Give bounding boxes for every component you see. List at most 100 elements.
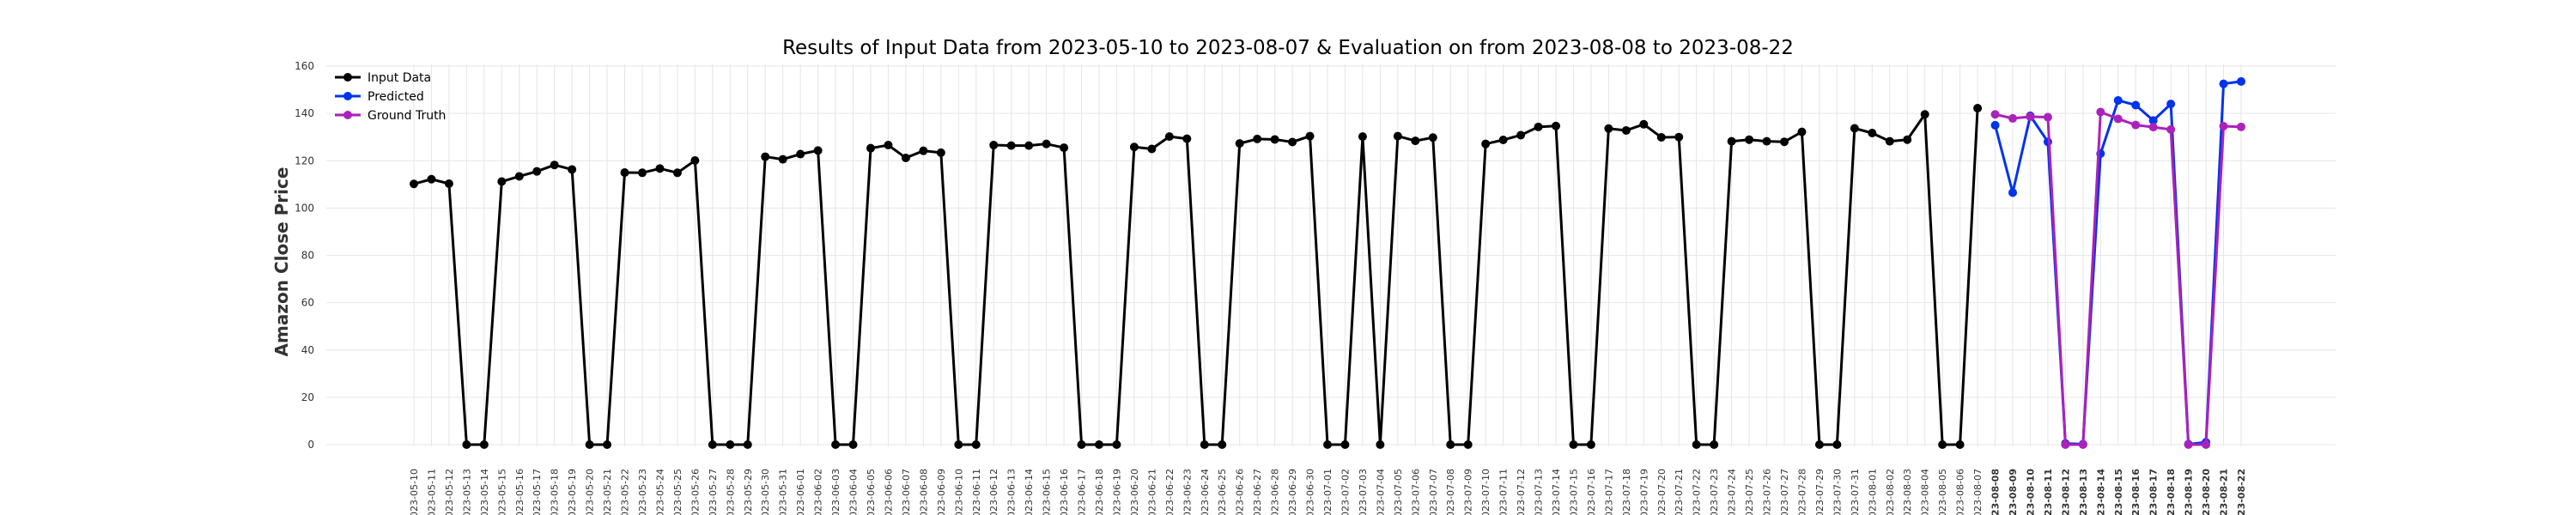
x-tick-label: 2023-05-21 [602,469,613,515]
x-tick-label: 2023-08-18 [2166,469,2177,515]
x-tick-label: 2023-05-28 [725,469,736,515]
data-point [2061,440,2070,449]
data-point [1323,440,1332,449]
data-point [638,168,647,178]
data-point [1428,133,1437,142]
data-point [848,440,858,449]
data-point [2131,100,2141,110]
x-tick-label: 2023-07-01 [1322,469,1334,515]
x-tick-label: 2023-07-03 [1358,469,1369,515]
data-point [1060,143,1069,153]
x-tick-label: 2023-06-24 [1200,469,1211,515]
x-tick-label: 2023-08-14 [2095,469,2106,515]
x-tick-label: 2023-07-04 [1375,469,1386,515]
data-point [1006,141,1016,150]
data-point [603,440,612,449]
x-tick-label: 2023-08-09 [2008,469,2019,515]
data-point [2113,114,2123,124]
x-tick-label: 2023-07-28 [1796,469,1807,515]
data-point [2008,188,2017,197]
data-point [2237,76,2245,86]
data-point [2219,122,2228,131]
data-point [901,153,910,162]
x-tick-label: 2023-05-19 [567,469,578,515]
data-point [743,440,752,449]
data-point [1463,440,1473,449]
data-point [2148,116,2158,125]
data-point [1955,440,1965,449]
data-point [1990,120,2000,130]
x-tick-label: 2023-06-20 [1129,469,1140,515]
x-tick-label: 2023-07-11 [1498,469,1510,515]
x-tick-label: 2023-06-21 [1146,469,1157,515]
x-tick-label: 2023-05-10 [409,469,420,515]
data-point [2043,112,2052,122]
x-tick-label: 2023-08-17 [2148,469,2160,515]
x-tick-label: 2023-08-12 [2060,469,2071,515]
data-point [479,440,489,449]
data-point [831,440,841,449]
x-tick-label: 2023-06-05 [866,469,877,515]
data-point [2166,100,2176,109]
x-tick-label: 2023-07-31 [1850,469,1861,515]
data-point [1832,440,1842,449]
x-tick-label: 2023-05-12 [444,469,455,515]
legend-marker [343,111,352,119]
y-tick-label: 60 [301,297,314,309]
x-tick-label: 2023-05-25 [672,469,683,515]
data-point [919,146,928,155]
x-tick-label: 2023-07-27 [1779,469,1790,515]
data-point [708,440,717,449]
y-tick-label: 20 [301,391,314,403]
x-tick-label: 2023-06-29 [1287,469,1298,515]
data-point [1797,127,1807,136]
data-point [1200,440,1209,449]
x-tick-label: 2023-07-25 [1744,469,1755,515]
data-point [2131,120,2141,130]
data-point [1621,125,1631,135]
data-point [1182,134,1192,143]
data-point [796,149,805,159]
series-line [413,107,1979,446]
x-tick-label: 2023-07-30 [1832,469,1843,515]
data-point [1340,440,1350,449]
data-point [1358,132,1367,142]
y-tick-label: 40 [301,344,314,356]
x-tick-label: 2023-07-09 [1463,469,1474,515]
x-tick-label: 2023-06-17 [1077,469,1088,515]
x-tick-label: 2023-07-12 [1516,469,1527,515]
x-tick-label: 2023-07-05 [1393,469,1404,515]
data-point [2113,95,2123,105]
x-tick-label: 2023-05-13 [461,469,472,515]
x-tick-label: 2023-08-02 [1885,469,1896,515]
x-tick-label: 2023-07-10 [1480,469,1492,515]
y-axis-label: Amazon Close Price [271,167,292,357]
x-tick-label: 2023-06-16 [1059,469,1070,515]
data-point [672,168,682,178]
data-point [1745,135,1754,144]
data-point [2148,123,2158,132]
x-tick-label: 2023-07-23 [1709,469,1720,515]
x-tick-label: 2023-07-14 [1551,469,1562,515]
x-tick-label: 2023-07-29 [1814,469,1826,515]
data-point [1586,440,1595,449]
data-point [514,172,524,181]
legend-item: Predicted [335,90,424,104]
data-point [971,440,981,449]
x-tick-label: 2023-05-31 [778,469,789,515]
data-point [1446,440,1455,449]
x-tick-label: 2023-07-24 [1727,469,1738,515]
data-point [1270,135,1279,144]
data-point [1604,124,1613,133]
data-point [1850,124,1859,133]
x-tick-label: 2023-07-15 [1568,469,1579,515]
data-point [1164,132,1174,142]
chart-title: Results of Input Data from 2023-05-10 to… [782,37,1794,59]
data-point [620,168,629,178]
x-tick-label: 2023-05-20 [585,469,596,515]
x-tick-label: 2023-06-13 [1006,469,1018,515]
data-point [1095,440,1103,449]
x-tick-label: 2023-05-17 [532,469,543,515]
x-tick-label: 2023-06-18 [1094,469,1105,515]
x-tick-label: 2023-05-30 [760,469,771,515]
